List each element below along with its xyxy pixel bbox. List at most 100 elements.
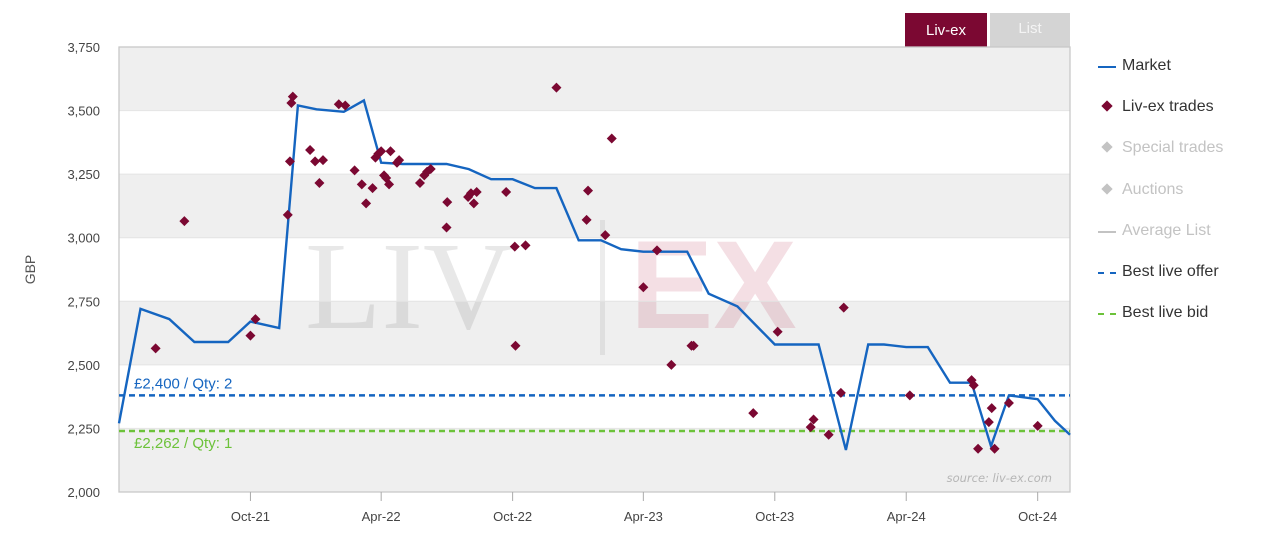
plot-band — [119, 174, 1070, 238]
trade-point — [666, 359, 677, 370]
livex-watermark: LIV EX — [305, 216, 797, 356]
legend-label: Market — [1122, 57, 1171, 74]
trade-point — [340, 100, 351, 111]
price-chart: LIV EX 2,000 2,250 2,500 2,750 3,000 3,250 3,5… — [22, 40, 1071, 524]
trade-point — [606, 133, 617, 144]
plot-band — [119, 428, 1070, 492]
x-tick-label: Oct-21 — [231, 509, 270, 524]
trade-point — [583, 185, 594, 196]
legend-diamond-icon — [1101, 141, 1113, 154]
y-tick-label: 3,500 — [67, 104, 100, 119]
trade-point — [305, 144, 316, 155]
trade-point — [1032, 420, 1043, 431]
legend-label: Special trades — [1122, 139, 1224, 157]
y-tick-label: 3,750 — [67, 40, 100, 55]
y-axis-label: GBP — [22, 255, 38, 285]
legend-line-icon — [1098, 230, 1116, 233]
legend-label: Average List — [1122, 221, 1211, 239]
watermark-text-ex: EX — [630, 216, 797, 355]
legend-line-icon — [1098, 66, 1116, 68]
chart-tabs: Liv-ex List — [905, 13, 1070, 48]
trade-point — [385, 146, 396, 157]
trade-point — [333, 99, 344, 110]
plot-background — [119, 47, 1070, 492]
trade-point — [520, 240, 531, 251]
trade-point — [551, 82, 562, 93]
trade-point — [471, 186, 482, 197]
trade-markers — [150, 82, 1043, 454]
trade-point — [772, 326, 783, 337]
plot-border — [118, 46, 1071, 493]
trade-point — [367, 183, 378, 194]
trade-point — [441, 222, 452, 233]
trade-point — [287, 91, 298, 102]
trade-point — [414, 178, 425, 189]
source-label: source: liv-ex.com — [947, 471, 1052, 485]
legend-dashed-line-icon — [1098, 271, 1116, 274]
trade-point — [384, 179, 395, 190]
best-offer-label: £2,400 / Qty: 2 — [134, 375, 232, 392]
legend-label: Best live offer — [1122, 262, 1219, 280]
trade-point — [282, 209, 293, 220]
watermark-divider — [600, 220, 605, 355]
y-tick-label: 3,250 — [67, 167, 100, 182]
axes: 2,000 2,250 2,500 2,750 3,000 3,250 3,500 3,750… — [22, 40, 1071, 524]
trade-point — [651, 245, 662, 256]
legend-dashed-line-icon — [1098, 313, 1116, 316]
trade-point — [376, 146, 387, 157]
trade-point — [968, 380, 979, 391]
trade-point — [501, 186, 512, 197]
trade-point — [986, 403, 997, 414]
trade-point — [983, 417, 994, 428]
trade-point — [638, 282, 649, 293]
trade-point — [150, 343, 161, 354]
trade-point — [823, 429, 834, 440]
best-bid-label: £2,262 / Qty: 1 — [134, 435, 232, 452]
trade-point — [425, 164, 436, 175]
plot-band — [119, 47, 1070, 111]
trade-point — [1003, 398, 1014, 408]
trade-point — [356, 179, 367, 190]
trade-point — [989, 443, 1000, 454]
x-tick-label: Oct-23 — [755, 509, 794, 524]
trade-point — [468, 198, 479, 209]
trade-point — [973, 443, 984, 454]
trade-point — [250, 314, 261, 325]
y-tick-label: 2,250 — [67, 421, 100, 436]
trade-point — [284, 156, 295, 167]
trade-point — [245, 330, 256, 341]
trade-point — [600, 230, 611, 241]
legend-label: Best live bid — [1122, 304, 1209, 322]
trade-point — [510, 340, 521, 351]
trade-point — [509, 241, 520, 252]
legend-label: Auctions — [1122, 180, 1184, 198]
trade-point — [805, 422, 816, 433]
trade-point — [904, 390, 915, 401]
x-tick-label: Apr-23 — [624, 509, 663, 524]
trade-point — [835, 387, 846, 398]
legend-diamond-icon — [1101, 100, 1113, 112]
legend-label: Liv-ex trades — [1122, 98, 1214, 116]
y-tick-label: 2,000 — [67, 485, 100, 500]
market-line — [117, 98, 1071, 451]
trade-point — [314, 178, 325, 189]
tab-livex[interactable]: Liv-ex — [905, 13, 987, 48]
y-tick-label: 3,000 — [67, 231, 100, 246]
plot-band — [119, 301, 1070, 365]
trade-point — [838, 302, 849, 313]
x-tick-label: Oct-24 — [1018, 509, 1057, 524]
x-tick-label: Apr-22 — [362, 509, 401, 524]
trade-point — [688, 340, 699, 351]
trade-point — [442, 197, 453, 208]
y-tick-label: 2,500 — [67, 358, 100, 373]
trade-point — [361, 198, 372, 209]
trade-point — [581, 214, 592, 225]
tab-list[interactable]: List — [990, 13, 1070, 48]
x-tick-label: Apr-24 — [887, 509, 926, 524]
trade-point — [748, 408, 759, 419]
trade-point — [179, 216, 190, 227]
trade-point — [317, 155, 328, 166]
legend-diamond-icon — [1101, 182, 1113, 195]
y-tick-label: 2,750 — [67, 294, 100, 309]
trade-point — [349, 165, 360, 176]
